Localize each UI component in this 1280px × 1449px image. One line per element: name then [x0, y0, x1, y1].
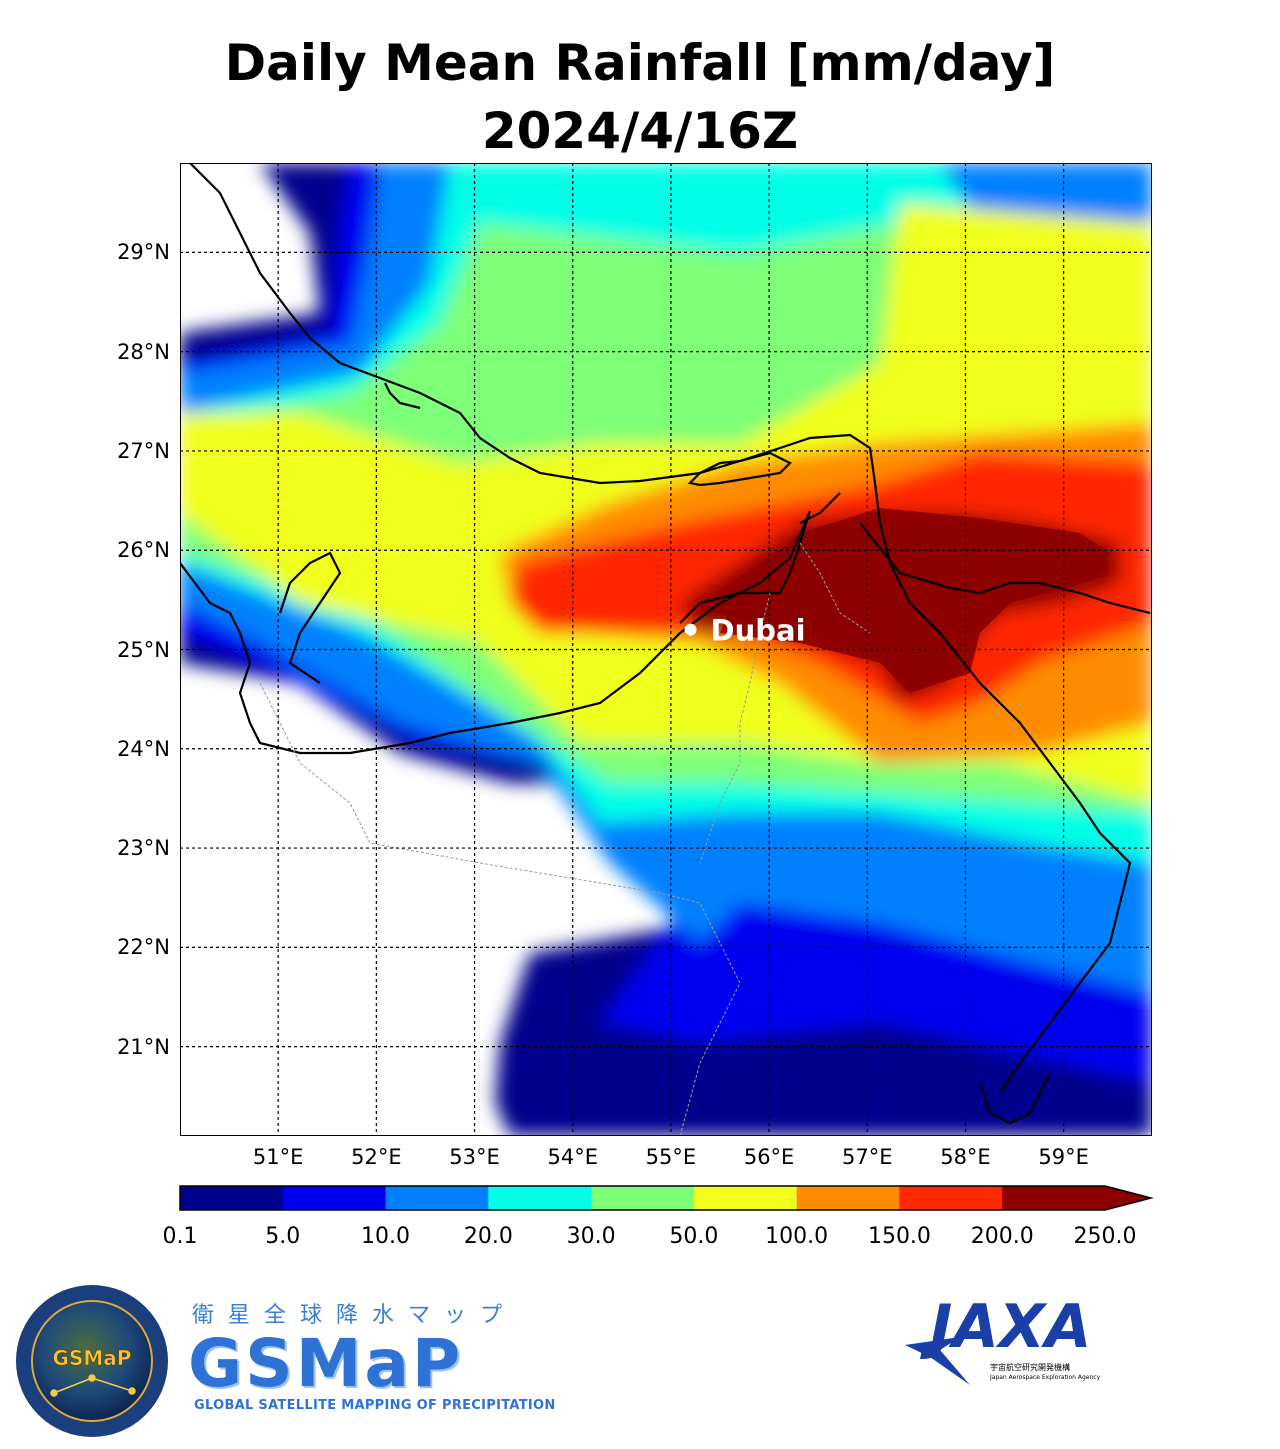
gsmap-kanji: 衛星全球降水マップ — [192, 1303, 517, 1328]
gsmap-tagline: GLOBAL SATELLITE MAPPING OF PRECIPITATIO… — [194, 1398, 556, 1413]
longitude-tick-label: 57°E — [842, 1145, 893, 1169]
jaxa-japanese-name: 宇宙航空研究開発機構 — [990, 1363, 1070, 1372]
colorbar-level-label: 250.0 — [1073, 1224, 1137, 1249]
coastlines — [180, 163, 1151, 1125]
longitude-tick-label: 52°E — [351, 1145, 402, 1169]
political-borders — [259, 542, 871, 1136]
city-label: Dubai — [711, 614, 806, 648]
colorbar-level-label: 30.0 — [566, 1224, 616, 1249]
colorbar-segment — [796, 1186, 900, 1210]
heavy-rain-core — [720, 508, 1110, 693]
colorbar-extend-arrow — [1105, 1186, 1151, 1210]
colorbar-outline — [179, 1185, 1154, 1211]
longitude-tick-label: 56°E — [743, 1145, 795, 1169]
longitude-tick-label: 54°E — [547, 1145, 598, 1169]
latitude-tick-label: 28°N — [117, 339, 170, 364]
longitude-tick-label: 59°E — [1038, 1145, 1089, 1169]
latitude-tick-label: 26°N — [117, 538, 170, 563]
colorbar-level-label: 10.0 — [361, 1224, 411, 1249]
latitude-tick-label: 25°N — [117, 637, 170, 662]
gridlines — [180, 163, 1152, 1136]
map-title: Daily Mean Rainfall [mm/day] — [224, 34, 1056, 92]
colorbar-segment — [488, 1186, 592, 1210]
latitude-tick-label: 22°N — [117, 935, 170, 960]
latitude-tick-label: 29°N — [117, 240, 170, 265]
map-subtitle-date: 2024/4/16Z — [481, 102, 799, 160]
colorbar-level-label: 5.0 — [265, 1224, 301, 1249]
rainfall-map: Dubai — [180, 163, 1152, 1136]
latitude-tick-label: 27°N — [117, 438, 170, 463]
latitude-tick-label: 24°N — [117, 736, 170, 761]
seal-word: GSMaP — [53, 1346, 132, 1370]
colorbar-segment — [1002, 1186, 1106, 1210]
gsmap-wordmark: GSMaP — [188, 1325, 464, 1402]
colorbar-segment — [180, 1186, 284, 1210]
dubai-marker — [684, 623, 697, 636]
jaxa-logo: JAXA — [905, 1292, 1090, 1385]
jaxa-word: JAXA — [920, 1292, 1090, 1362]
colorbar-segment — [591, 1186, 695, 1210]
colorbar-level-label: 200.0 — [970, 1224, 1034, 1249]
latitude-tick-label: 23°N — [117, 836, 170, 861]
colorbar-segment — [899, 1186, 1003, 1210]
colorbar-segment — [282, 1186, 387, 1210]
jaxa-star-icon — [905, 1337, 970, 1385]
jaxa-english-name: Japan Aerospace Exploration Agency — [990, 1374, 1101, 1381]
colorbar-level-label: 150.0 — [867, 1224, 931, 1249]
colorbar-level-label: 20.0 — [463, 1224, 513, 1249]
colorbar-level-label: 50.0 — [669, 1224, 719, 1249]
colorbar-level-label: 0.1 — [162, 1224, 198, 1249]
longitude-tick-label: 55°E — [645, 1145, 697, 1169]
colorbar-segment — [693, 1186, 798, 1210]
longitude-tick-label: 51°E — [252, 1145, 304, 1169]
colorbar — [179, 1185, 1154, 1211]
latitude-tick-label: 21°N — [117, 1034, 170, 1059]
gsmap-seal-logo: GSMaP — [16, 1285, 168, 1437]
longitude-tick-label: 53°E — [449, 1145, 500, 1169]
colorbar-segment — [385, 1186, 489, 1210]
longitude-tick-label: 58°E — [940, 1145, 991, 1169]
colorbar-level-label: 100.0 — [765, 1224, 829, 1249]
